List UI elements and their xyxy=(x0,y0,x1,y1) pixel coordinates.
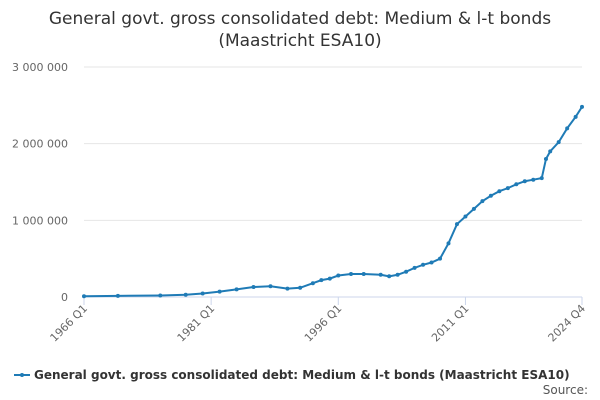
data-point xyxy=(200,291,205,296)
data-point xyxy=(505,186,510,191)
data-point xyxy=(421,262,426,267)
y-tick-label: 1 000 000 xyxy=(12,214,68,227)
data-point xyxy=(497,189,502,194)
data-point xyxy=(349,272,354,276)
x-tick-label: 2011 Q1 xyxy=(429,302,472,345)
data-point xyxy=(522,179,527,184)
legend-marker xyxy=(20,373,24,377)
x-tick-label: 1996 Q1 xyxy=(302,302,345,345)
data-point xyxy=(387,274,392,279)
y-tick-label: 3 000 000 xyxy=(12,61,68,74)
data-point xyxy=(446,241,451,246)
data-point xyxy=(115,293,120,298)
data-point xyxy=(183,292,188,297)
data-point xyxy=(251,285,256,290)
data-point xyxy=(539,176,544,181)
data-point xyxy=(404,269,409,274)
data-point xyxy=(565,126,570,131)
data-point xyxy=(234,287,239,292)
x-tick-label: 1981 Q1 xyxy=(175,302,218,345)
data-point xyxy=(580,104,584,109)
data-point xyxy=(463,214,468,219)
data-point xyxy=(285,286,290,291)
data-point xyxy=(336,273,341,278)
data-point xyxy=(361,272,366,276)
data-point xyxy=(327,276,332,281)
data-point xyxy=(310,281,315,286)
data-point xyxy=(429,260,434,265)
x-tick-label: 2024 Q4 xyxy=(546,302,589,345)
x-tick-label: 1966 Q1 xyxy=(48,302,91,345)
source: Source: xyxy=(543,383,588,397)
data-point xyxy=(531,177,536,182)
data-point xyxy=(480,199,485,204)
chart-title: General govt. gross consolidated debt: M… xyxy=(48,9,552,51)
y-tick-label: 0 xyxy=(61,291,68,304)
data-point xyxy=(454,222,459,227)
data-point xyxy=(268,284,273,289)
data-point xyxy=(438,256,443,261)
data-point xyxy=(488,193,493,198)
data-point xyxy=(556,140,561,145)
data-point xyxy=(319,278,324,283)
series-line xyxy=(83,106,583,298)
data-point xyxy=(158,293,163,298)
y-tick-label: 2 000 000 xyxy=(12,138,68,151)
legend-label: General govt. gross consolidated debt: M… xyxy=(34,368,570,382)
data-point xyxy=(471,206,476,211)
data-point xyxy=(573,114,578,119)
data-point xyxy=(298,285,303,290)
data-point xyxy=(378,272,383,277)
data-point xyxy=(548,149,553,154)
data-point xyxy=(217,289,222,294)
data-point xyxy=(543,157,548,161)
data-point xyxy=(514,182,519,187)
data-point xyxy=(82,294,86,299)
data-point xyxy=(395,272,400,277)
data-point xyxy=(412,265,417,270)
